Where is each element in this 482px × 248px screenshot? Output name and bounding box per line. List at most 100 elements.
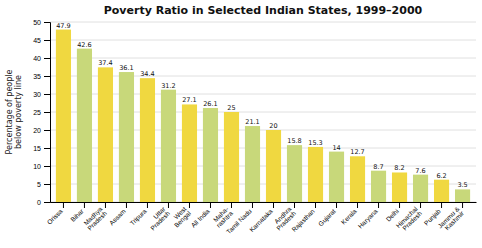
bar	[392, 172, 407, 202]
y-axis: 05101520253035404550	[33, 19, 50, 206]
data-labels: 47.942.637.436.134.431.227.126.12521.120…	[56, 22, 468, 190]
x-tick: Jammu &Kashmir	[436, 202, 465, 234]
x-tick-mark	[399, 202, 400, 208]
x-tick-label-line: Karnataka	[248, 207, 274, 233]
bar	[266, 130, 281, 202]
x-tick-label-line: Gujarat	[317, 207, 338, 228]
grid-line	[50, 130, 476, 131]
x-tick-label: Gujarat	[317, 207, 338, 228]
x-tick-label: Haryana	[357, 207, 380, 230]
grid-line	[50, 76, 476, 77]
y-tick: 40	[33, 55, 50, 62]
bar	[161, 90, 176, 202]
x-tick-label-line: Tamil Nadu	[225, 207, 253, 235]
y-tick-label: 50	[33, 19, 41, 26]
x-tick: Tripura	[128, 202, 148, 227]
y-tick: 15	[33, 145, 50, 152]
x-tick-mark	[315, 202, 316, 208]
x-tick-mark	[420, 202, 421, 208]
bar	[119, 72, 134, 202]
x-axis: OrissaBiharMadhyaPradeshAssamTripuraUtta…	[46, 202, 477, 235]
bar	[224, 112, 239, 202]
data-label: 36.1	[119, 64, 133, 72]
data-label: 25	[227, 104, 235, 112]
x-tick: Orissa	[46, 202, 65, 226]
data-label: 14	[332, 144, 340, 152]
data-label: 7.6	[415, 167, 425, 175]
x-tick-label-line: Pradesh	[86, 209, 108, 231]
y-tick-mark	[44, 130, 50, 131]
y-tick-label: 30	[33, 91, 41, 98]
y-tick-mark	[44, 76, 50, 77]
x-tick-label: Jammu &Kashmir	[436, 205, 465, 234]
y-tick-label: 0	[37, 199, 41, 206]
data-label: 27.1	[182, 96, 196, 104]
x-tick-mark	[84, 202, 85, 208]
data-label: 42.6	[77, 41, 91, 49]
x-tick: HimachalPradesh	[395, 202, 424, 234]
x-tick-mark	[189, 202, 190, 208]
y-tick-label: 5	[37, 181, 41, 188]
x-tick-label: Orissa	[46, 207, 65, 226]
x-tick: Haryana	[357, 202, 380, 230]
x-tick: MadhyaPradesh	[82, 202, 109, 232]
x-tick: All India	[189, 202, 211, 229]
x-tick-label-line: All India	[189, 207, 211, 229]
data-label: 12.7	[350, 148, 364, 156]
x-tick-mark	[210, 202, 211, 208]
y-tick: 0	[37, 199, 50, 206]
y-tick-mark	[44, 22, 50, 23]
data-label: 37.4	[98, 59, 112, 67]
bar	[140, 78, 155, 202]
x-tick-mark	[441, 202, 442, 208]
bar	[98, 67, 113, 202]
bars	[56, 30, 470, 202]
x-tick-mark	[126, 202, 127, 208]
bar	[350, 156, 365, 202]
data-label: 34.4	[140, 70, 154, 78]
y-tick-mark	[44, 94, 50, 95]
x-tick-mark	[336, 202, 337, 208]
bar	[308, 147, 323, 202]
y-tick-mark	[44, 148, 50, 149]
x-tick-mark	[168, 202, 169, 208]
x-tick-mark	[357, 202, 358, 208]
x-tick-label: Kerala	[340, 207, 359, 226]
data-label: 20	[269, 122, 277, 130]
y-tick: 30	[33, 91, 50, 98]
data-label: 3.5	[457, 181, 467, 189]
bar	[77, 49, 92, 202]
x-tick-label-line: Kerala	[340, 207, 359, 226]
x-tick-mark	[105, 202, 106, 208]
y-tick-label: 45	[33, 37, 41, 44]
grid-line	[50, 166, 476, 167]
bar	[434, 180, 449, 202]
x-tick-label-line: Kashmir	[443, 209, 465, 231]
y-tick-label: 10	[33, 163, 41, 170]
grid-line	[50, 58, 476, 59]
x-tick-label-line: Rajasthan	[290, 207, 317, 234]
grid-line	[50, 40, 476, 41]
y-axis-title-line: Percentage of people	[5, 69, 14, 154]
x-tick-label: Tripura	[128, 207, 148, 227]
bar	[203, 108, 218, 202]
y-tick: 25	[33, 109, 50, 116]
grid-line	[50, 184, 476, 185]
data-label: 26.1	[203, 100, 217, 108]
y-tick-mark	[44, 58, 50, 59]
y-tick-mark	[44, 166, 50, 167]
data-label: 47.9	[56, 22, 70, 30]
y-tick-mark	[44, 202, 50, 203]
y-tick-mark	[44, 112, 50, 113]
data-label: 21.1	[245, 118, 259, 126]
x-tick-mark	[231, 202, 232, 208]
grid	[50, 22, 476, 202]
y-tick-label: 35	[33, 73, 41, 80]
bar	[287, 145, 302, 202]
x-axis-line	[51, 202, 477, 203]
bar	[371, 171, 386, 202]
x-tick-mark	[147, 202, 148, 208]
y-tick: 35	[33, 73, 50, 80]
x-tick-label: All India	[189, 207, 211, 229]
y-tick-mark	[44, 40, 50, 41]
